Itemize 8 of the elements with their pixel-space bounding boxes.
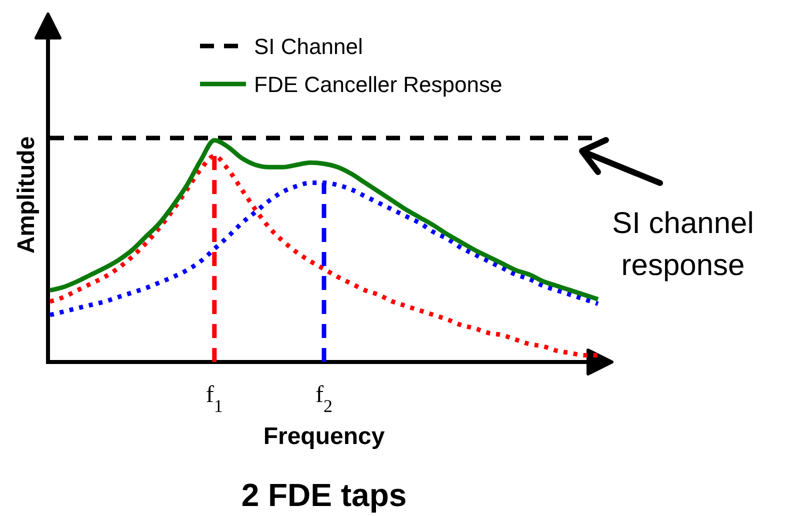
legend-label: SI Channel bbox=[254, 34, 363, 59]
y-axis-title: Amplitude bbox=[13, 136, 40, 254]
text: SI channel response bbox=[612, 207, 754, 282]
x-axis-title: Frequency bbox=[263, 423, 386, 450]
x-tick-label: f$_{2}$ bbox=[316, 382, 332, 416]
text: 2 FDE taps bbox=[241, 477, 407, 513]
legend-label: FDE Canceller Response bbox=[254, 72, 502, 97]
x-tick-label: f$_{1}$ bbox=[206, 382, 223, 416]
